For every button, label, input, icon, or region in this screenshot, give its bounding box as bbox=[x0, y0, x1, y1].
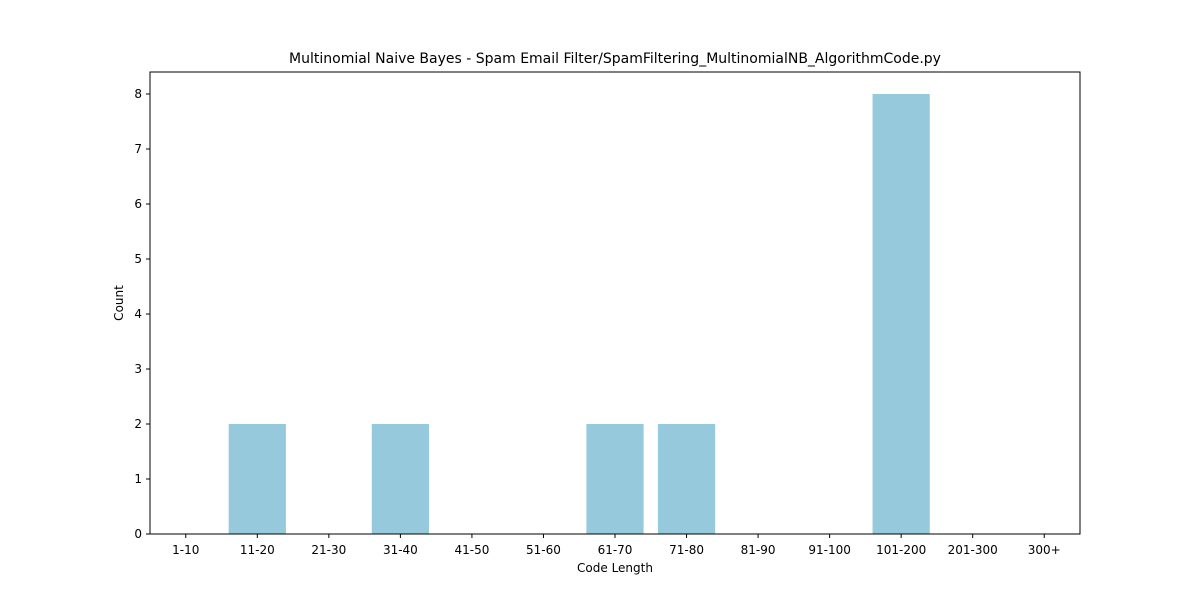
x-tick-label: 21-30 bbox=[311, 543, 346, 557]
y-tick-label: 2 bbox=[134, 417, 142, 431]
x-tick-label: 201-300 bbox=[948, 543, 998, 557]
plot-area-frame bbox=[149, 71, 1081, 535]
x-tick-label: 11-20 bbox=[240, 543, 275, 557]
y-tick-label: 8 bbox=[134, 87, 142, 101]
y-tick-label: 1 bbox=[134, 472, 142, 486]
x-tick-label: 61-70 bbox=[598, 543, 633, 557]
x-tick-label: 31-40 bbox=[383, 543, 418, 557]
y-tick-label: 7 bbox=[134, 142, 142, 156]
bar-101-200 bbox=[872, 94, 930, 534]
bar-11-20 bbox=[228, 424, 286, 534]
bar-71-80 bbox=[657, 424, 716, 534]
y-axis-label: Count bbox=[112, 285, 126, 321]
bar-61-70 bbox=[586, 424, 644, 534]
chart-title: Multinomial Naive Bayes - Spam Email Fil… bbox=[289, 51, 941, 67]
y-axis-ticks: 0 1 2 3 4 5 6 7 8 bbox=[134, 87, 150, 541]
x-tick-label: 41-50 bbox=[454, 543, 489, 557]
x-axis-ticks: 1-10 11-20 21-30 31-40 41-50 51-60 61-70 71-80 8… bbox=[172, 534, 1061, 557]
x-tick-label: 101-200 bbox=[876, 543, 926, 557]
bar-31-40 bbox=[371, 424, 429, 534]
x-tick-label: 1-10 bbox=[172, 543, 199, 557]
x-tick-label: 300+ bbox=[1028, 543, 1061, 557]
y-tick-label: 6 bbox=[134, 197, 142, 211]
x-axis-label: Code Length bbox=[577, 561, 653, 575]
y-tick-label: 0 bbox=[134, 527, 142, 541]
y-tick-label: 5 bbox=[134, 252, 142, 266]
bars-group bbox=[228, 94, 930, 534]
y-tick-label: 3 bbox=[134, 362, 142, 376]
x-tick-label: 91-100 bbox=[808, 543, 851, 557]
y-tick-label: 4 bbox=[134, 307, 142, 321]
x-tick-label: 71-80 bbox=[669, 543, 704, 557]
x-tick-label: 51-60 bbox=[526, 543, 561, 557]
x-tick-label: 81-90 bbox=[741, 543, 776, 557]
